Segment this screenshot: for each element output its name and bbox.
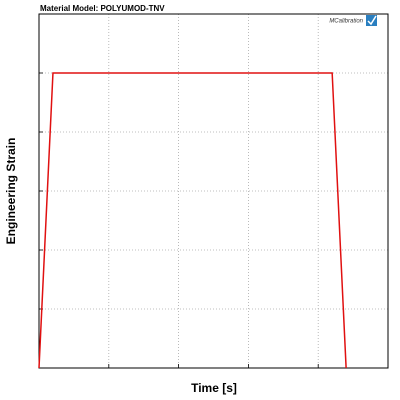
logo-check	[367, 15, 377, 26]
y-axis-label: Engineering Strain	[4, 138, 18, 245]
x-axis-label: Time [s]	[191, 381, 237, 395]
chart-title: Material Model: POLYUMOD-TNV	[40, 4, 165, 13]
logo: MCalibration	[329, 19, 363, 25]
plot-frame	[38, 13, 389, 369]
logo-icon	[366, 15, 377, 26]
data-line	[38, 72, 347, 369]
